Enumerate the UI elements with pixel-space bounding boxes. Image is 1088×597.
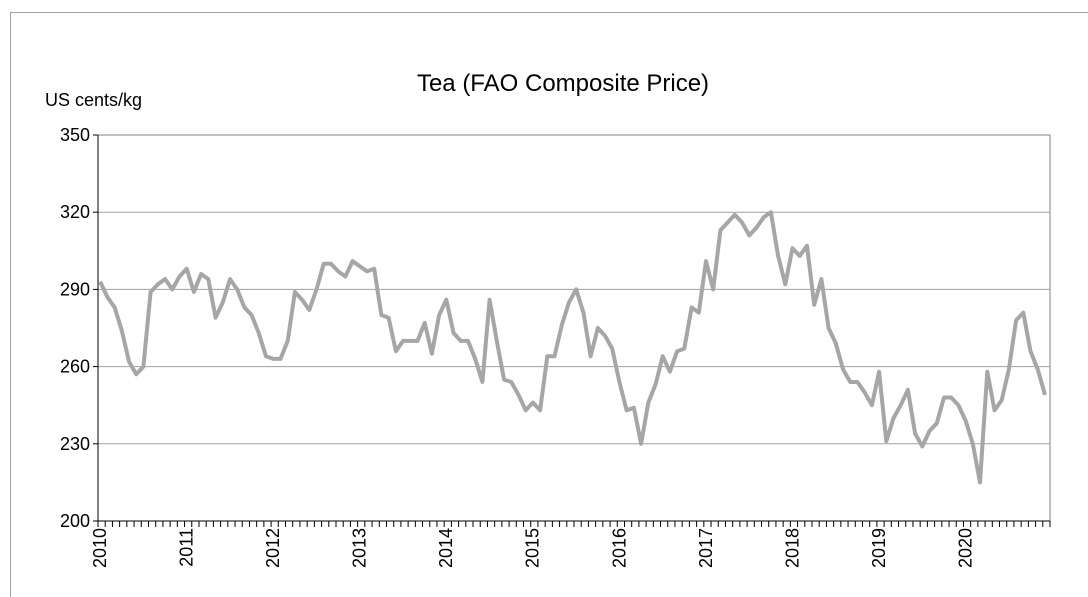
x-tick-label: 2015 [523, 528, 543, 568]
x-tick-label: 2013 [350, 528, 370, 568]
x-tick-label: 2011 [177, 528, 197, 567]
x-tick-label: 2010 [90, 528, 110, 568]
x-tick-label: 2016 [609, 528, 629, 568]
x-tick-label: 2017 [696, 528, 716, 568]
x-tick-label: 2012 [263, 528, 283, 568]
y-tick-label: 230 [60, 434, 90, 454]
y-axis-label: US cents/kg [45, 90, 142, 110]
x-tick-label: 2018 [782, 528, 802, 568]
x-tick-label: 2020 [955, 528, 975, 568]
x-tick-label: 2014 [436, 528, 456, 568]
y-tick-label: 320 [60, 202, 90, 222]
chart-title: Tea (FAO Composite Price) [417, 70, 709, 97]
x-tick-label: 2019 [869, 528, 889, 568]
y-tick-label: 350 [60, 125, 90, 145]
y-tick-label: 260 [60, 357, 90, 377]
y-tick-label: 200 [60, 511, 90, 531]
chart-frame [10, 12, 1088, 597]
y-tick-label: 290 [60, 279, 90, 299]
data-line [98, 210, 1047, 485]
